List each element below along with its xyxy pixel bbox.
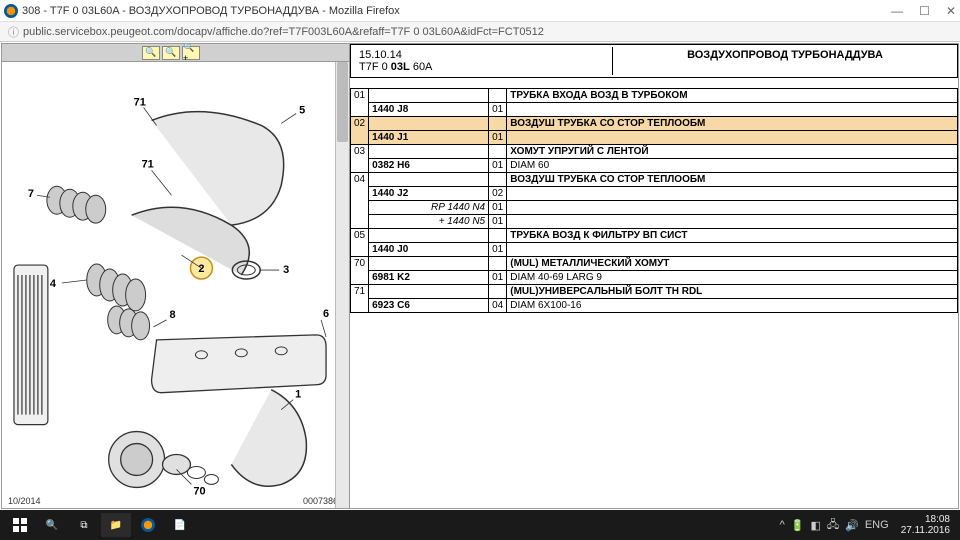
start-button[interactable] bbox=[5, 513, 35, 537]
svg-text:1: 1 bbox=[295, 389, 301, 401]
zoom-in-button[interactable]: 🔍 bbox=[142, 46, 160, 60]
parts-diagram: 71 5 7 71 2 3 4 8 6 1 70 bbox=[2, 62, 349, 508]
table-row[interactable]: 02ВОЗДУШ ТРУБКА СО СТОР ТЕПЛООБМ bbox=[351, 117, 958, 131]
svg-text:71: 71 bbox=[134, 97, 146, 109]
table-row[interactable]: 0382 H601DIAM 60 bbox=[351, 159, 958, 173]
header-code: T7F 0 03L 60A bbox=[359, 61, 606, 73]
table-row[interactable]: 70(MUL) МЕТАЛЛИЧЕСКИЙ ХОМУТ bbox=[351, 257, 958, 271]
parts-panel: 15.10.14 T7F 0 03L 60A ВОЗДУХОПРОВОД ТУР… bbox=[350, 44, 958, 508]
window-controls: — ☐ ✕ bbox=[891, 4, 956, 18]
address-bar[interactable]: ⓘ public.servicebox.peugeot.com/docapv/a… bbox=[0, 22, 960, 42]
table-row[interactable]: 1440 J101 bbox=[351, 131, 958, 145]
zoom-fit-button[interactable]: 🔍+ bbox=[182, 46, 200, 60]
tray-network-icon[interactable]: 🖧 bbox=[827, 516, 839, 535]
table-row[interactable]: 1440 J801 bbox=[351, 103, 958, 117]
diagram-date: 10/2014 bbox=[8, 496, 41, 506]
svg-text:7: 7 bbox=[28, 188, 34, 200]
table-row[interactable]: 71(MUL)УНИВЕРСАЛЬНЫЙ БОЛТ TH RDL bbox=[351, 285, 958, 299]
diagram-toolbar: 🔍 🔍 🔍+ bbox=[2, 44, 349, 62]
tray-lang[interactable]: ENG bbox=[865, 519, 889, 531]
search-icon[interactable]: 🔍 bbox=[37, 513, 67, 537]
window-title: 308 - T7F 0 03L60A - ВОЗДУХОПРОВОД ТУРБО… bbox=[22, 5, 891, 17]
diagram-footer: 10/2014 00073869 bbox=[8, 496, 343, 506]
table-row[interactable]: 01ТРУБКА ВХОДА ВОЗД В ТУРБОКОМ bbox=[351, 89, 958, 103]
table-row[interactable]: 6981 K201DIAM 40-69 LARG 9 bbox=[351, 271, 958, 285]
system-tray: ^ 🔋 ◧ 🖧 🔊 ENG 18:08 27.11.2016 bbox=[780, 514, 956, 536]
table-row[interactable]: 03ХОМУТ УПРУГИЙ С ЛЕНТОЙ bbox=[351, 145, 958, 159]
app-icon[interactable]: 📄 bbox=[165, 513, 195, 537]
close-button[interactable]: ✕ bbox=[946, 4, 956, 18]
table-row[interactable]: + 1440 N501 bbox=[351, 215, 958, 229]
browser-titlebar: 308 - T7F 0 03L60A - ВОЗДУХОПРОВОД ТУРБО… bbox=[0, 0, 960, 22]
header-date: 15.10.14 bbox=[359, 49, 606, 61]
windows-taskbar: 🔍 ⧉ 📁 📄 ^ 🔋 ◧ 🖧 🔊 ENG 18:08 27.11.2016 bbox=[0, 510, 960, 540]
table-row[interactable]: 04ВОЗДУШ ТРУБКА СО СТОР ТЕПЛООБМ bbox=[351, 173, 958, 187]
table-row[interactable]: 1440 J202 bbox=[351, 187, 958, 201]
svg-text:4: 4 bbox=[50, 278, 57, 290]
svg-text:8: 8 bbox=[170, 309, 176, 321]
explorer-icon[interactable]: 📁 bbox=[101, 513, 131, 537]
svg-text:5: 5 bbox=[299, 104, 305, 116]
content-area: 🔍 🔍 🔍+ bbox=[1, 43, 959, 509]
tray-battery-icon[interactable]: 🔋 bbox=[791, 519, 805, 532]
diagram-panel: 🔍 🔍 🔍+ bbox=[2, 44, 350, 508]
tray-app-icon[interactable]: ◧ bbox=[810, 519, 820, 532]
minimize-button[interactable]: — bbox=[891, 4, 903, 18]
taskbar-clock[interactable]: 18:08 27.11.2016 bbox=[895, 514, 956, 536]
svg-text:71: 71 bbox=[142, 158, 154, 170]
table-row[interactable]: RP 1440 N401 bbox=[351, 201, 958, 215]
firefox-icon bbox=[4, 4, 18, 18]
header-table: 15.10.14 T7F 0 03L 60A ВОЗДУХОПРОВОД ТУР… bbox=[350, 44, 958, 78]
svg-text:2: 2 bbox=[198, 263, 204, 275]
header-title: ВОЗДУХОПРОВОД ТУРБОНАДДУВА bbox=[615, 47, 955, 75]
url-text: public.servicebox.peugeot.com/docapv/aff… bbox=[23, 26, 544, 38]
maximize-button[interactable]: ☐ bbox=[919, 4, 930, 18]
parts-table-wrap: 01ТРУБКА ВХОДА ВОЗД В ТУРБОКОМ1440 J8010… bbox=[350, 88, 958, 313]
table-row[interactable]: 1440 J001 bbox=[351, 243, 958, 257]
table-row[interactable]: 6923 C604DIAM 6X100-16 bbox=[351, 299, 958, 313]
firefox-taskbar-icon[interactable] bbox=[133, 513, 163, 537]
svg-text:6: 6 bbox=[323, 308, 329, 320]
diagram-scrollbar[interactable] bbox=[335, 62, 349, 508]
diagram-area: 71 5 7 71 2 3 4 8 6 1 70 10/2014 0007386… bbox=[2, 62, 349, 508]
tray-volume-icon[interactable]: 🔊 bbox=[845, 519, 859, 532]
parts-table: 01ТРУБКА ВХОДА ВОЗД В ТУРБОКОМ1440 J8010… bbox=[350, 88, 958, 313]
zoom-out-button[interactable]: 🔍 bbox=[162, 46, 180, 60]
tray-up-icon[interactable]: ^ bbox=[780, 519, 785, 531]
table-row[interactable]: 05ТРУБКА ВОЗД К ФИЛЬТРУ ВП СИСТ bbox=[351, 229, 958, 243]
taskview-icon[interactable]: ⧉ bbox=[69, 513, 99, 537]
info-icon: ⓘ bbox=[8, 24, 19, 40]
svg-text:3: 3 bbox=[283, 264, 289, 276]
